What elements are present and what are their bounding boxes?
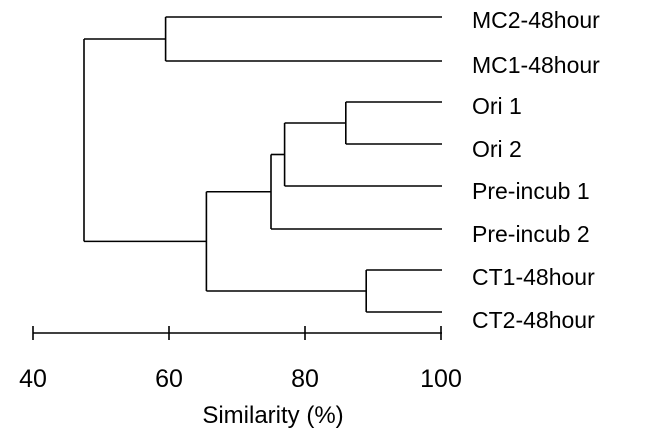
dendrogram-branches [83,16,442,313]
leaf-label-mc1-48hour: MC1-48hour [472,52,600,78]
leaf-label-mc2-48hour: MC2-48hour [472,7,600,33]
axis-title: Similarity (%) [202,402,343,429]
leaf-label-ct2-48hour: CT2-48hour [472,307,595,333]
axis-ticks [32,326,442,340]
leaf-label-ori-1: Ori 1 [472,93,522,119]
leaf-label-ori-2: Ori 2 [472,136,522,162]
tick-label-100: 100 [420,365,462,393]
similarity-axis: 40 60 80 100 Similarity (%) [19,326,462,429]
leaf-label-pre-incub-1: Pre-incub 1 [472,178,590,204]
tick-label-40: 40 [19,365,47,393]
leaf-label-ct1-48hour: CT1-48hour [472,264,595,290]
leaf-label-pre-incub-2: Pre-incub 2 [472,221,590,247]
tick-label-60: 60 [155,365,183,393]
leaf-labels: MC2-48hour MC1-48hour Ori 1 Ori 2 Pre-in… [472,7,600,333]
tick-label-80: 80 [291,365,319,393]
